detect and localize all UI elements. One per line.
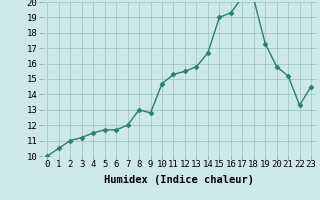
X-axis label: Humidex (Indice chaleur): Humidex (Indice chaleur) — [104, 175, 254, 185]
